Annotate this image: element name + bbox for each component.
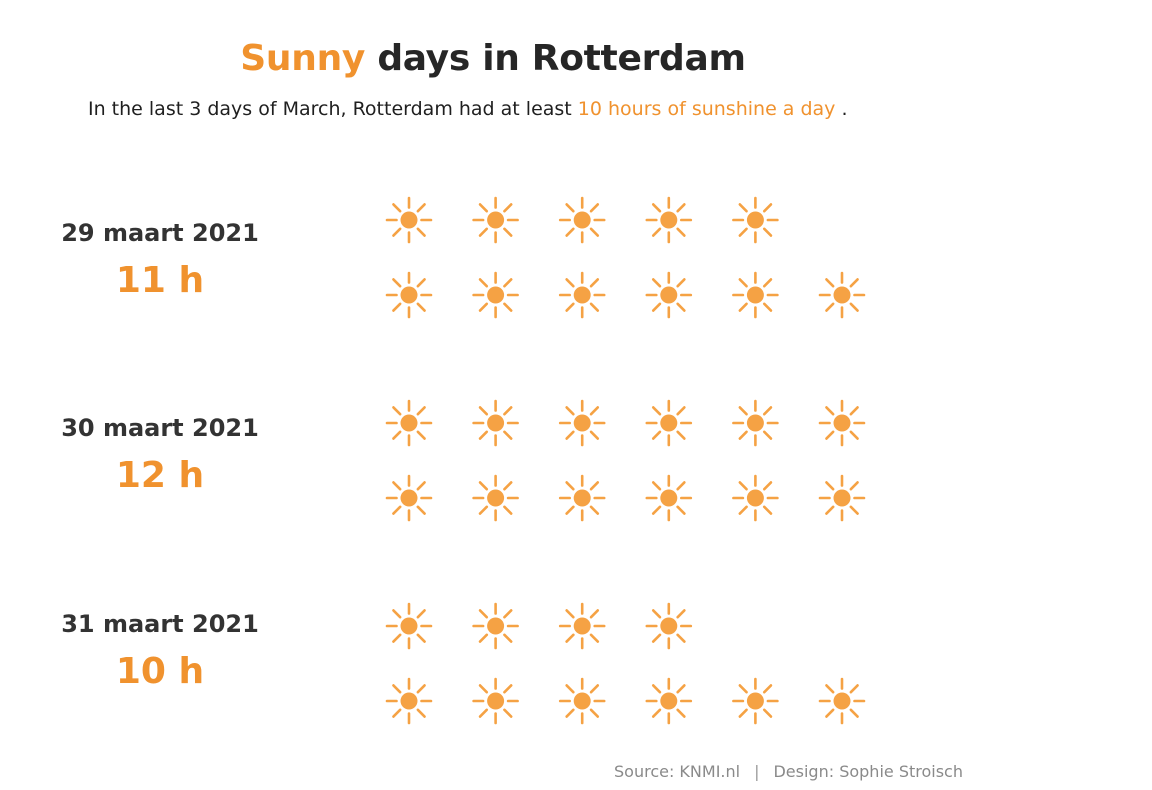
sun-icon [472, 677, 519, 725]
sun-icon [558, 677, 606, 725]
footer: Source: KNMI.nl | Design: Sophie Stroisch [614, 762, 963, 781]
sun-icon [472, 399, 519, 447]
hours-label-3: 10 h [115, 651, 205, 692]
sun-icon [385, 196, 433, 244]
sun-icon [558, 602, 606, 650]
sun-icon [732, 399, 779, 447]
sun-icon [645, 474, 693, 522]
sun-icon [732, 196, 779, 244]
sun-icon [385, 271, 433, 319]
hours-label-1: 11 h [115, 260, 205, 301]
sun-icon [472, 196, 519, 244]
sun-icon [385, 399, 433, 447]
footer-source: Source: KNMI.nl [614, 762, 741, 781]
sun-icon [558, 399, 606, 447]
sun-icon [645, 271, 693, 319]
chart-subtitle: In the last 3 days of March, Rotterdam h… [88, 98, 848, 120]
sun-icon [385, 602, 433, 650]
sun-icon [385, 474, 433, 522]
sun-icon [818, 677, 866, 725]
subtitle-after: . [841, 98, 848, 120]
sun-icon [558, 196, 606, 244]
day-label-1: 29 maart 2021 [61, 219, 259, 247]
sun-icon [645, 677, 693, 725]
sun-icon [645, 399, 693, 447]
sun-icon [472, 474, 519, 522]
footer-separator: | [754, 762, 760, 781]
sun-icon [732, 474, 779, 522]
hours-label-2: 12 h [115, 455, 205, 496]
sun-icon [645, 602, 693, 650]
sun-icon [385, 677, 433, 725]
sun-icon [732, 271, 779, 319]
sun-icon [472, 271, 519, 319]
day-label-2: 30 maart 2021 [61, 414, 259, 442]
sun-icon [732, 677, 779, 725]
title-rest: days in Rotterdam [377, 38, 746, 79]
subtitle-highlight: 10 hours of sunshine a day [577, 98, 836, 120]
sun-icon [558, 271, 606, 319]
chart-title: Sunny days in Rotterdam [0, 38, 986, 79]
sun-icon [818, 474, 866, 522]
sun-icon [472, 602, 519, 650]
title-accent: Sunny [240, 38, 366, 79]
subtitle-before: In the last 3 days of March, Rotterdam h… [88, 98, 572, 120]
sun-icon [645, 196, 693, 244]
sun-icon [818, 271, 866, 319]
sun-icon [818, 399, 866, 447]
day-label-3: 31 maart 2021 [61, 610, 259, 638]
sun-icon [558, 474, 606, 522]
footer-design: Design: Sophie Stroisch [773, 762, 963, 781]
